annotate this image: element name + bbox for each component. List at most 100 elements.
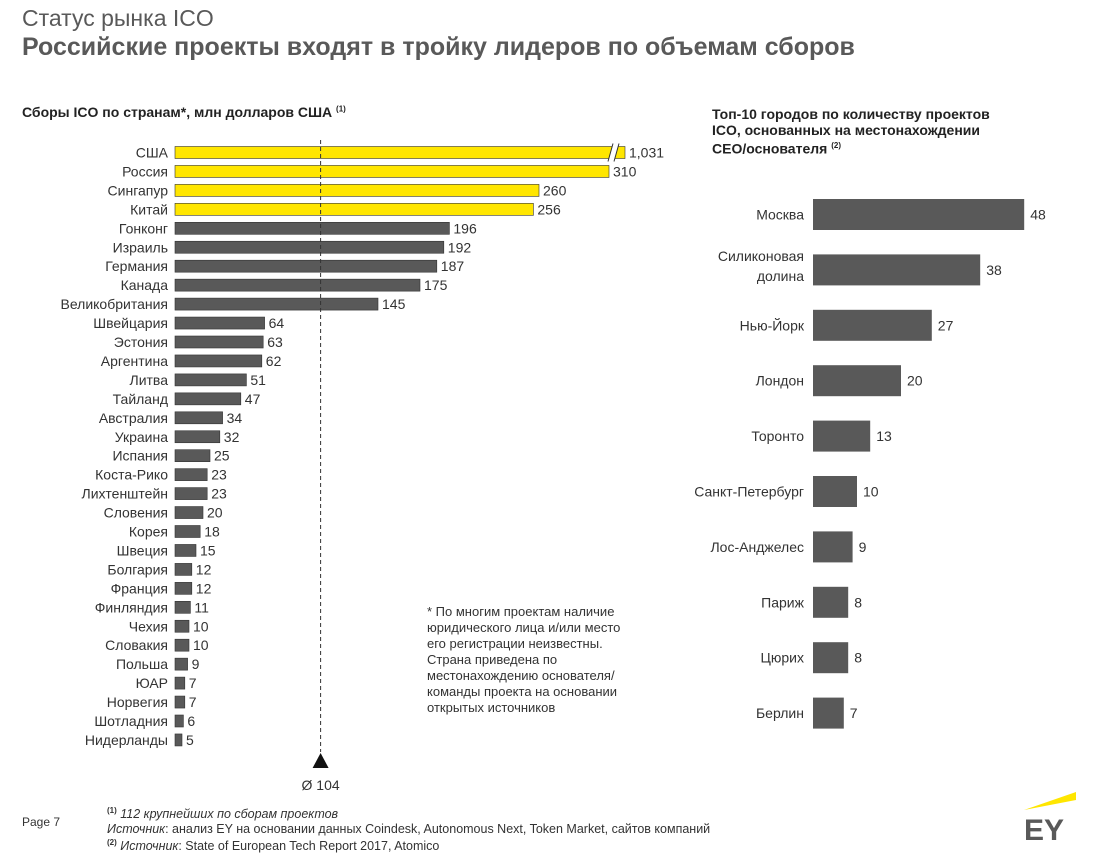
country-label-6: Германия [105, 258, 168, 274]
country-value-15: 32 [224, 429, 240, 445]
city-label-1-line0: Силиконовая [718, 248, 804, 264]
country-value-6: 187 [441, 258, 465, 274]
city-value-3: 20 [907, 373, 923, 389]
country-bar-13 [174, 392, 242, 406]
city-label-2: Нью-Йорк [740, 316, 805, 333]
city-value-7: 8 [854, 594, 862, 610]
country-bar-29 [174, 695, 186, 709]
country-bar-23 [174, 582, 193, 595]
country-bar-4 [174, 222, 450, 235]
country-bar-10 [174, 335, 264, 349]
city-bar-2 [813, 309, 932, 341]
country-bar-14 [174, 411, 223, 425]
country-value-26: 10 [193, 637, 209, 653]
country-label-12: Литва [130, 372, 169, 388]
country-bar-17 [174, 468, 208, 481]
country-value-5: 192 [448, 239, 472, 255]
source-note-2: Источник: анализ EY на основании данных … [107, 822, 710, 836]
city-bar-8 [813, 642, 849, 674]
country-label-23: Франция [111, 580, 168, 596]
country-value-16: 25 [214, 448, 230, 464]
country-label-8: Великобритания [60, 296, 168, 312]
country-label-17: Коста-Рико [95, 467, 168, 483]
ey-logo-text: EY [1024, 814, 1064, 844]
country-label-19: Словения [104, 505, 168, 521]
country-label-22: Болгария [107, 561, 168, 577]
country-value-25: 10 [193, 618, 209, 634]
country-label-28: ЮАР [136, 675, 168, 691]
country-label-15: Украина [115, 429, 169, 445]
country-value-8: 145 [382, 296, 406, 312]
country-label-14: Австралия [99, 410, 168, 426]
country-label-9: Швейцария [93, 315, 168, 331]
country-bar-15 [174, 430, 221, 444]
country-value-11: 62 [266, 353, 282, 369]
city-label-5: Санкт-Петербург [694, 484, 804, 500]
city-label-0: Москва [756, 207, 804, 223]
left-chart-title-sup: (1) [336, 104, 346, 114]
country-label-4: Гонконг [119, 220, 168, 236]
axis-break-line-2 [613, 143, 620, 162]
axis-break-gap [608, 143, 619, 162]
country-bar-22 [174, 563, 193, 576]
city-value-5: 10 [863, 484, 879, 500]
country-label-30: Шотладния [94, 713, 168, 729]
axis-break-line-1 [607, 143, 614, 162]
source3-text: : State of European Tech Report 2017, At… [178, 839, 440, 853]
source3-label: Источник [120, 839, 179, 853]
country-label-5: Израиль [113, 239, 168, 255]
country-value-29: 7 [189, 694, 197, 710]
ey-logo-bar [1024, 792, 1076, 810]
city-label-7: Париж [761, 594, 804, 610]
right-chart-title-line1: Топ-10 городов по количеству проектов [712, 106, 990, 122]
city-label-4: Торонто [751, 428, 804, 444]
country-label-2: Сингапур [108, 182, 169, 198]
left-chart-title: Сборы ICO по странам*, млн долларов США … [22, 104, 346, 120]
country-bar-12 [174, 373, 247, 387]
city-value-6: 9 [859, 539, 867, 555]
country-bar-2 [174, 184, 540, 197]
right-chart-title-sup: (2) [831, 141, 841, 150]
country-label-25: Чехия [129, 618, 168, 634]
average-marker [312, 753, 329, 768]
country-label-29: Норвегия [107, 694, 168, 710]
country-value-31: 5 [186, 732, 194, 748]
source-note-1: (1) 112 крупнейших по сборам проектов [107, 806, 338, 821]
source-note-3: (2) Источник: State of European Tech Rep… [107, 838, 439, 853]
country-value-2: 260 [543, 182, 567, 198]
source1-sup: (1) [107, 806, 117, 815]
country-value-14: 34 [227, 410, 243, 426]
country-value-9: 64 [269, 315, 285, 331]
country-label-10: Эстония [114, 334, 168, 350]
country-bar-31 [174, 733, 183, 747]
left-chart-title-text: Сборы ICO по странам*, млн долларов США [22, 104, 333, 120]
city-bar-6 [813, 531, 853, 563]
country-value-10: 63 [267, 334, 283, 350]
country-bar-26 [174, 638, 190, 652]
country-value-28: 7 [189, 675, 197, 691]
right-chart-title-line3: CEO/основателя [712, 140, 828, 157]
country-label-3: Китай [130, 201, 168, 217]
country-bar-3 [174, 203, 534, 216]
country-label-18: Лихтенштейн [82, 486, 168, 502]
country-label-27: Польша [116, 656, 168, 672]
country-value-0: 1,031 [629, 145, 664, 161]
country-value-21: 15 [200, 542, 216, 558]
country-bar-0 [174, 146, 626, 159]
country-label-13: Тайланд [113, 391, 168, 407]
country-value-22: 12 [196, 561, 212, 577]
country-label-20: Корея [129, 524, 168, 540]
country-bar-24 [174, 600, 191, 614]
city-label-1-line1: долина [757, 268, 804, 284]
city-label-8: Цюрих [761, 650, 804, 666]
country-value-12: 51 [250, 372, 266, 388]
right-chart-title-line2: ICO, основанных на местонахождении [712, 122, 980, 138]
country-label-26: Словакия [105, 637, 168, 653]
country-bar-11 [174, 354, 263, 368]
country-bar-7 [174, 278, 421, 292]
country-bar-6 [174, 259, 438, 273]
city-label-9: Берлин [756, 705, 804, 721]
country-value-24: 11 [194, 599, 209, 615]
country-bar-8 [174, 297, 379, 311]
footnote: * По многим проектам наличие юридическог… [427, 604, 621, 715]
